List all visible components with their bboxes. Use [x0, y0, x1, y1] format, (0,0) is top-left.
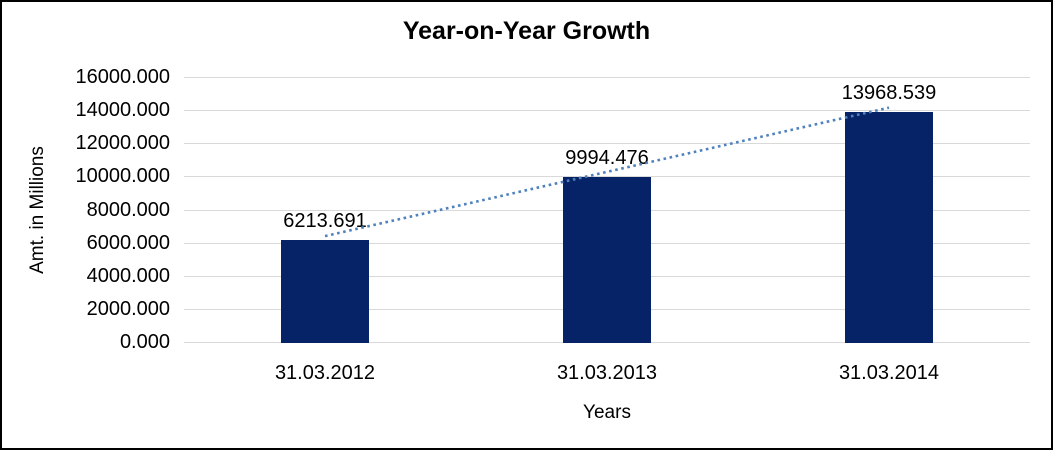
bar-value-label: 9994.476 [565, 147, 649, 169]
y-tick-label: 4000.000 [86, 265, 170, 287]
y-tick-label: 0.000 [119, 331, 170, 353]
x-tick-label: 31.03.2012 [274, 362, 376, 384]
x-axis-title: Years [583, 402, 631, 423]
x-tick-label: 31.03.2013 [556, 362, 658, 384]
chart-title: Year-on-Year Growth [402, 17, 651, 45]
gridline [184, 176, 1030, 177]
y-tick-label: 16000.000 [75, 66, 170, 88]
y-tick-label: 8000.000 [86, 199, 170, 221]
bar-31.03.2014 [845, 112, 933, 343]
bar-31.03.2013 [563, 177, 651, 343]
trendline [324, 106, 890, 238]
plot-area: 6213.691 9994.476 13968.539 [184, 77, 1030, 344]
y-tick-label: 2000.000 [86, 298, 170, 320]
y-tick-label: 14000.000 [75, 99, 170, 121]
y-tick-label: 6000.000 [86, 232, 170, 254]
bar-value-label: 6213.691 [283, 210, 367, 232]
bar-31.03.2012 [281, 240, 369, 343]
bar-value-label: 13968.539 [841, 82, 937, 104]
gridline [184, 143, 1030, 144]
y-tick-label: 10000.000 [75, 165, 170, 187]
y-tick-label: 12000.000 [75, 132, 170, 154]
gridline [184, 77, 1030, 78]
gridline [184, 110, 1030, 111]
x-tick-label: 31.03.2014 [838, 362, 940, 384]
